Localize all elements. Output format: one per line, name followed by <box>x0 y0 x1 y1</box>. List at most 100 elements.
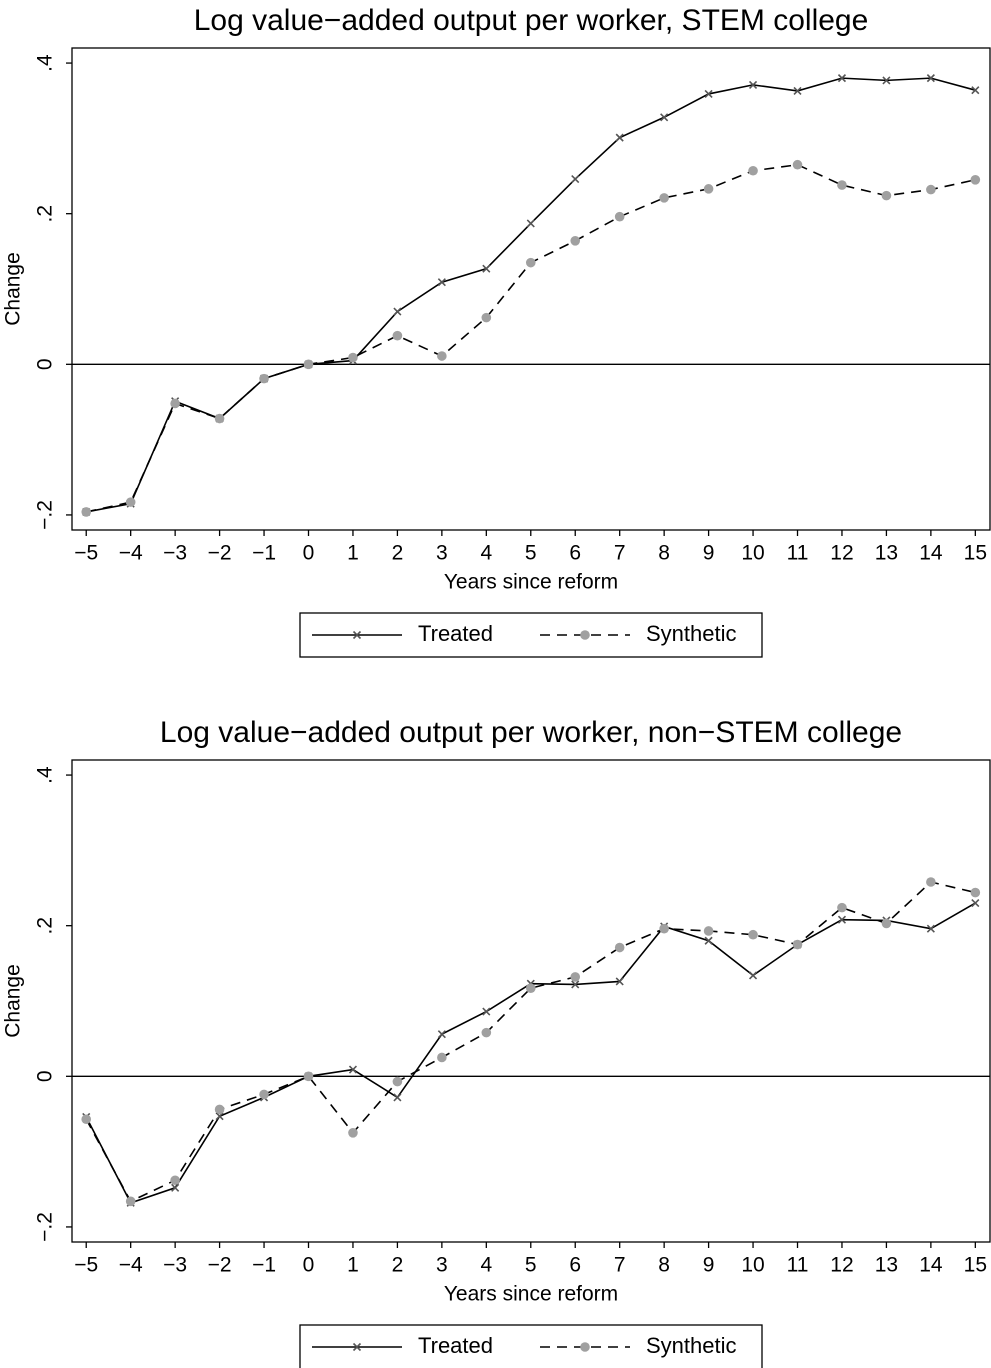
marker <box>792 939 803 950</box>
marker <box>971 86 980 95</box>
marker <box>303 1071 314 1082</box>
marker <box>837 902 847 913</box>
marker <box>926 877 936 887</box>
marker <box>792 159 803 170</box>
marker <box>615 133 624 142</box>
x-tick-label: 2 <box>392 542 404 565</box>
x-tick-label: 6 <box>569 1254 581 1277</box>
x-tick-label: 11 <box>787 1254 809 1277</box>
x-axis-label: Years since reform <box>444 571 618 594</box>
marker <box>704 936 713 945</box>
marker <box>748 80 758 89</box>
series-line <box>85 902 976 1204</box>
marker <box>303 359 314 370</box>
x-tick-label: 2 <box>392 1254 404 1277</box>
x-tick-label: −5 <box>74 1254 98 1277</box>
x-tick-label: 4 <box>480 542 492 565</box>
marker <box>570 972 581 982</box>
legend-label: Treated <box>418 621 493 646</box>
marker <box>214 1104 225 1115</box>
x-tick-label: −1 <box>252 1254 276 1277</box>
x-tick-label: 10 <box>741 1254 764 1277</box>
y-tick-label: 0 <box>34 358 57 370</box>
y-tick-label: −.2 <box>34 500 57 530</box>
legend-marker <box>580 630 590 640</box>
x-tick-label: 14 <box>919 1254 943 1277</box>
y-tick-label: .4 <box>34 766 57 784</box>
x-tick-label: 0 <box>303 542 315 565</box>
x-tick-label: 14 <box>919 542 943 565</box>
marker <box>703 184 714 194</box>
marker <box>81 1114 92 1125</box>
marker <box>526 219 535 228</box>
x-tick-label: 9 <box>703 542 715 565</box>
x-tick-label: 0 <box>303 1254 315 1277</box>
y-tick-label: 0 <box>34 1070 57 1082</box>
y-axis-label: Change <box>2 252 25 326</box>
marker <box>348 352 358 363</box>
marker <box>748 971 758 980</box>
marker <box>259 1089 269 1100</box>
legend-marker <box>352 630 362 640</box>
x-tick-label: 7 <box>614 542 626 565</box>
legend-label: Synthetic <box>646 621 737 646</box>
marker <box>881 918 892 929</box>
marker <box>704 89 713 99</box>
marker <box>614 211 625 222</box>
marker <box>481 312 492 323</box>
x-tick-label: 7 <box>614 1254 626 1277</box>
marker <box>926 924 935 933</box>
marker <box>748 929 758 940</box>
x-tick-label: 8 <box>658 542 670 565</box>
marker <box>437 278 446 287</box>
plot-frame <box>71 47 991 531</box>
marker <box>393 307 402 316</box>
marker <box>926 74 935 83</box>
x-tick-label: 3 <box>436 1254 448 1277</box>
marker <box>437 1052 447 1063</box>
x-tick-label: 12 <box>830 542 853 565</box>
x-tick-label: 1 <box>347 1254 359 1277</box>
y-axis-label: Change <box>2 964 25 1038</box>
marker <box>170 1175 180 1186</box>
marker <box>882 76 891 85</box>
marker <box>659 193 669 203</box>
marker <box>125 497 136 507</box>
marker <box>837 74 847 83</box>
x-tick-label: −4 <box>119 1254 143 1277</box>
marker <box>525 983 536 993</box>
legend-label: Synthetic <box>646 1333 737 1358</box>
marker <box>525 257 536 268</box>
x-tick-label: 8 <box>658 1254 670 1277</box>
x-tick-label: 13 <box>875 542 898 565</box>
x-tick-label: 5 <box>525 1254 537 1277</box>
plot-frame <box>71 759 991 1243</box>
series-line <box>85 881 976 1203</box>
marker <box>837 180 847 190</box>
marker <box>348 1127 358 1138</box>
marker <box>393 1093 402 1102</box>
marker <box>392 330 403 341</box>
x-tick-label: 6 <box>569 542 581 565</box>
marker <box>926 184 936 195</box>
marker <box>81 507 92 517</box>
x-tick-label: 9 <box>703 1254 715 1277</box>
marker <box>392 1076 403 1087</box>
x-tick-label: 15 <box>964 542 987 565</box>
legend-label: Treated <box>418 1333 493 1358</box>
marker <box>171 1183 180 1192</box>
x-tick-label: 1 <box>347 542 359 565</box>
marker <box>348 1065 358 1074</box>
series-line <box>86 77 976 513</box>
marker <box>970 887 981 898</box>
marker <box>125 1196 136 1207</box>
marker <box>615 977 624 986</box>
marker <box>659 923 669 934</box>
marker <box>748 165 758 176</box>
x-tick-label: 5 <box>525 542 537 565</box>
marker <box>837 915 847 924</box>
x-tick-label: 4 <box>480 1254 492 1277</box>
x-tick-label: 3 <box>436 542 448 565</box>
marker <box>437 351 447 361</box>
